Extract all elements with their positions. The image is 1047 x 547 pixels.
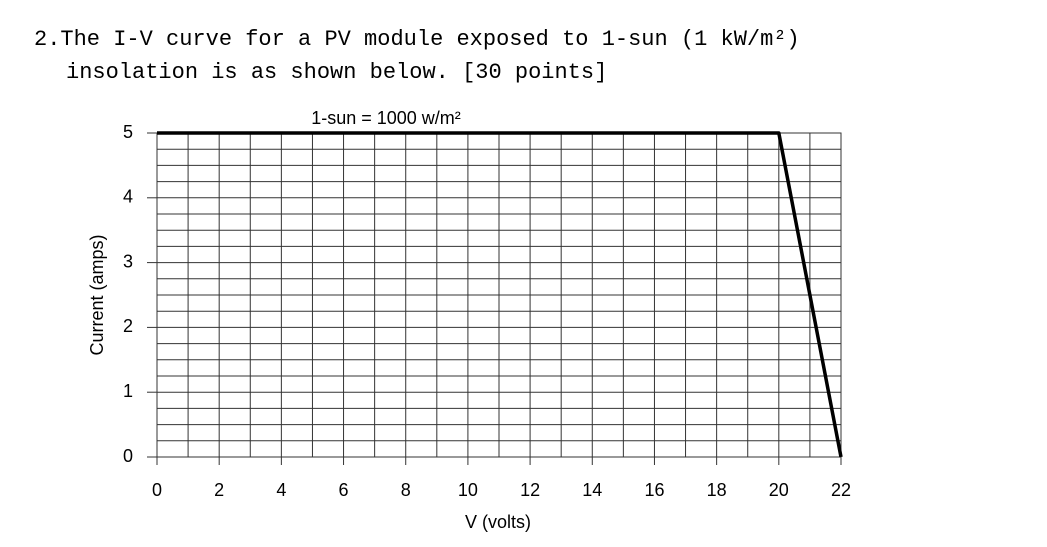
x-tick-label: 16 [644,480,664,500]
x-tick-label: 20 [769,480,789,500]
chart-title: 1-sun = 1000 w/m² [311,108,461,128]
x-tick-label: 10 [458,480,478,500]
x-tick-label: 6 [339,480,349,500]
y-tick-label: 2 [123,316,133,336]
iv-curve [157,131,843,458]
y-axis-label: Current (amps) [87,234,107,355]
x-axis-label: V (volts) [465,512,531,532]
x-tick-label: 2 [214,480,224,500]
question-line: 2.The I-V curve for a PV module exposed … [34,27,800,52]
x-tick-label: 22 [831,480,851,500]
y-tick-label: 0 [123,446,133,466]
y-tick-label: 5 [123,122,133,142]
y-tick-label: 1 [123,381,133,401]
y-tick-label: 3 [123,251,133,271]
x-tick-label: 0 [152,480,162,500]
x-tick-label: 14 [582,480,602,500]
y-tick-label: 4 [123,187,133,207]
x-tick-label: 8 [401,480,411,500]
x-tick-label: 4 [276,480,286,500]
x-tick-label: 18 [707,480,727,500]
x-tick-label: 12 [520,480,540,500]
question-line: insolation is as shown below. [30 points… [66,60,608,85]
